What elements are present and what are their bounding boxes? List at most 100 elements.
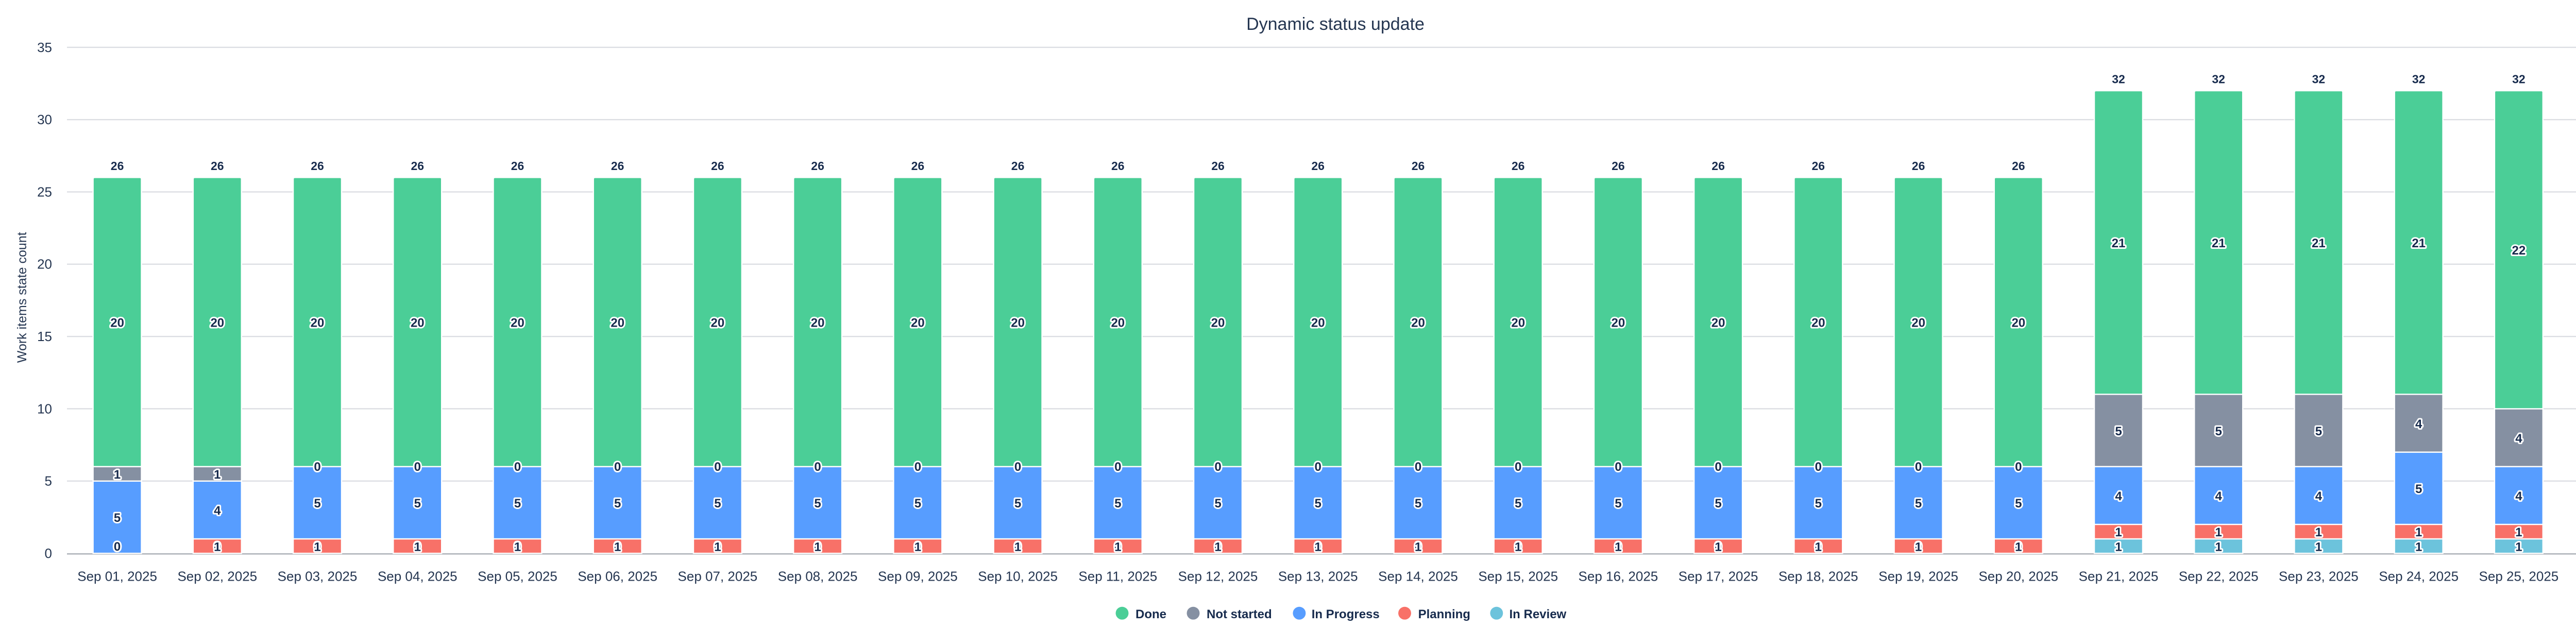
svg-text:1: 1 bbox=[1315, 540, 1321, 554]
svg-text:21: 21 bbox=[2312, 236, 2326, 250]
svg-text:Work items state count: Work items state count bbox=[15, 232, 29, 363]
svg-text:32: 32 bbox=[2212, 73, 2225, 86]
svg-text:Sep 09, 2025: Sep 09, 2025 bbox=[878, 569, 958, 584]
svg-text:20: 20 bbox=[37, 257, 52, 272]
svg-text:5: 5 bbox=[1815, 497, 1822, 511]
svg-text:26: 26 bbox=[511, 159, 524, 173]
svg-text:5: 5 bbox=[1415, 497, 1421, 511]
svg-text:1: 1 bbox=[2115, 540, 2122, 554]
svg-text:20: 20 bbox=[1211, 316, 1225, 330]
svg-text:4: 4 bbox=[2215, 489, 2223, 503]
svg-text:5: 5 bbox=[1615, 497, 1621, 511]
svg-text:4: 4 bbox=[2115, 489, 2122, 503]
svg-text:26: 26 bbox=[1011, 159, 1025, 173]
svg-text:Sep 22, 2025: Sep 22, 2025 bbox=[2179, 569, 2259, 584]
svg-text:1: 1 bbox=[2515, 540, 2522, 554]
svg-text:5: 5 bbox=[2415, 482, 2422, 496]
svg-text:0: 0 bbox=[1715, 460, 1721, 474]
svg-text:0: 0 bbox=[1915, 540, 1922, 554]
svg-text:20: 20 bbox=[311, 316, 325, 330]
svg-text:10: 10 bbox=[37, 401, 52, 416]
svg-text:32: 32 bbox=[2412, 73, 2426, 86]
svg-text:0: 0 bbox=[1815, 460, 1822, 474]
svg-text:1: 1 bbox=[2015, 540, 2022, 554]
svg-text:5: 5 bbox=[114, 511, 121, 525]
svg-text:0: 0 bbox=[1615, 540, 1621, 554]
svg-text:1: 1 bbox=[314, 540, 320, 554]
svg-text:26: 26 bbox=[1412, 159, 1425, 173]
svg-text:1: 1 bbox=[114, 468, 121, 482]
svg-text:1: 1 bbox=[214, 468, 221, 482]
svg-text:1: 1 bbox=[414, 540, 421, 554]
svg-text:5: 5 bbox=[514, 497, 521, 511]
svg-text:Sep 05, 2025: Sep 05, 2025 bbox=[478, 569, 557, 584]
svg-text:20: 20 bbox=[1811, 316, 1825, 330]
svg-text:0: 0 bbox=[2015, 460, 2022, 474]
svg-text:26: 26 bbox=[1211, 159, 1225, 173]
svg-text:1: 1 bbox=[2315, 540, 2322, 554]
svg-text:In Review: In Review bbox=[1510, 607, 1567, 621]
svg-text:26: 26 bbox=[1711, 159, 1725, 173]
svg-text:1: 1 bbox=[1915, 540, 1922, 554]
svg-text:Sep 08, 2025: Sep 08, 2025 bbox=[778, 569, 858, 584]
svg-text:0: 0 bbox=[114, 540, 121, 554]
svg-text:32: 32 bbox=[2112, 73, 2125, 86]
svg-text:4: 4 bbox=[214, 504, 221, 518]
svg-text:32: 32 bbox=[2512, 73, 2526, 86]
svg-text:0: 0 bbox=[1815, 540, 1822, 554]
svg-text:Sep 04, 2025: Sep 04, 2025 bbox=[378, 569, 457, 584]
svg-text:0: 0 bbox=[414, 460, 421, 474]
svg-text:In Progress: In Progress bbox=[1312, 607, 1380, 621]
svg-text:20: 20 bbox=[1011, 316, 1025, 330]
svg-text:0: 0 bbox=[1915, 460, 1922, 474]
svg-text:1: 1 bbox=[2515, 526, 2522, 539]
svg-text:0: 0 bbox=[2015, 540, 2022, 554]
svg-text:20: 20 bbox=[1411, 316, 1425, 330]
svg-text:0: 0 bbox=[914, 460, 921, 474]
svg-text:26: 26 bbox=[1311, 159, 1325, 173]
svg-text:26: 26 bbox=[911, 159, 925, 173]
svg-text:20: 20 bbox=[911, 316, 925, 330]
svg-text:1: 1 bbox=[2315, 526, 2322, 539]
svg-text:4: 4 bbox=[2515, 432, 2522, 446]
svg-text:0: 0 bbox=[714, 460, 721, 474]
svg-text:26: 26 bbox=[1612, 159, 1625, 173]
svg-text:5: 5 bbox=[814, 497, 821, 511]
svg-text:1: 1 bbox=[1415, 540, 1421, 554]
svg-text:Sep 14, 2025: Sep 14, 2025 bbox=[1378, 569, 1458, 584]
svg-text:0: 0 bbox=[1315, 460, 1321, 474]
svg-text:Sep 02, 2025: Sep 02, 2025 bbox=[177, 569, 257, 584]
svg-text:1: 1 bbox=[1114, 540, 1121, 554]
svg-text:5: 5 bbox=[2015, 497, 2022, 511]
svg-text:Sep 03, 2025: Sep 03, 2025 bbox=[278, 569, 358, 584]
svg-text:21: 21 bbox=[2212, 236, 2226, 250]
svg-text:Sep 12, 2025: Sep 12, 2025 bbox=[1178, 569, 1258, 584]
svg-text:5: 5 bbox=[314, 497, 320, 511]
svg-text:30: 30 bbox=[37, 112, 52, 127]
svg-text:0: 0 bbox=[1515, 460, 1521, 474]
svg-text:Sep 11, 2025: Sep 11, 2025 bbox=[1078, 569, 1157, 584]
svg-text:0: 0 bbox=[314, 540, 320, 554]
svg-text:0: 0 bbox=[614, 460, 621, 474]
svg-text:0: 0 bbox=[514, 460, 521, 474]
svg-text:0: 0 bbox=[1214, 540, 1221, 554]
svg-text:5: 5 bbox=[1214, 497, 1221, 511]
svg-text:0: 0 bbox=[1515, 540, 1521, 554]
svg-text:20: 20 bbox=[811, 316, 825, 330]
svg-text:26: 26 bbox=[2012, 159, 2025, 173]
svg-text:20: 20 bbox=[1311, 316, 1325, 330]
svg-text:0: 0 bbox=[314, 460, 320, 474]
svg-text:1: 1 bbox=[514, 540, 521, 554]
svg-text:0: 0 bbox=[814, 540, 821, 554]
svg-text:5: 5 bbox=[2115, 425, 2122, 438]
svg-text:Sep 01, 2025: Sep 01, 2025 bbox=[77, 569, 157, 584]
svg-text:20: 20 bbox=[210, 316, 224, 330]
svg-text:4: 4 bbox=[2515, 489, 2522, 503]
svg-text:21: 21 bbox=[2112, 236, 2126, 250]
svg-text:0: 0 bbox=[414, 540, 421, 554]
svg-text:1: 1 bbox=[1515, 540, 1521, 554]
svg-text:Sep 25, 2025: Sep 25, 2025 bbox=[2479, 569, 2559, 584]
svg-text:Dynamic status update: Dynamic status update bbox=[1246, 14, 1425, 34]
svg-text:1: 1 bbox=[2115, 526, 2122, 539]
svg-text:20: 20 bbox=[1111, 316, 1125, 330]
